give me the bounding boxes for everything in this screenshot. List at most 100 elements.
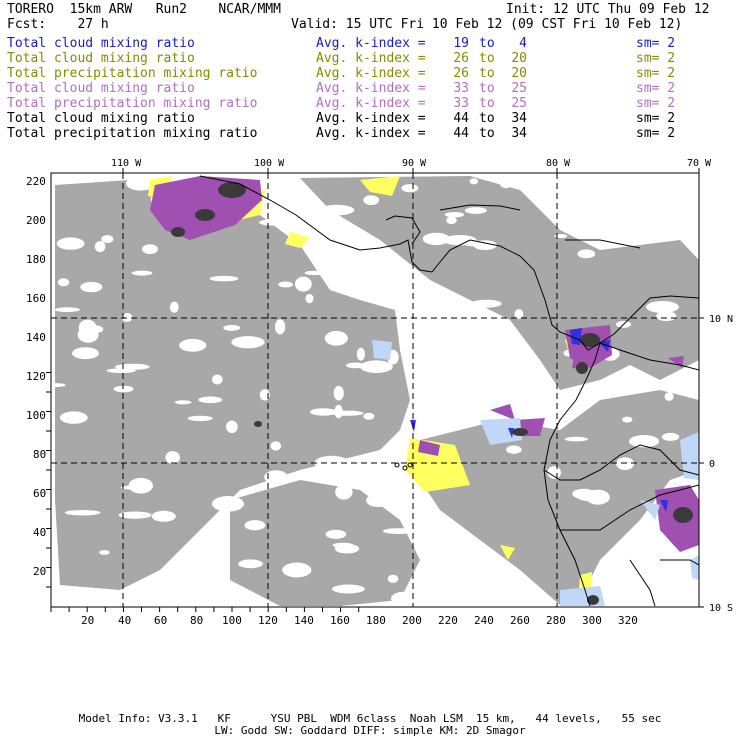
- clear-patch: [324, 330, 348, 346]
- clear-patch: [446, 216, 457, 225]
- clear-patch: [131, 270, 153, 276]
- legend-avg-label: Avg. k-index =: [316, 126, 426, 141]
- clear-patch: [399, 297, 430, 310]
- x-tick-label: 300: [582, 614, 602, 627]
- legend-avg-label: Avg. k-index =: [316, 96, 426, 111]
- clear-patch: [613, 573, 632, 589]
- clear-patch: [363, 412, 375, 420]
- model-title: TORERO 15km ARW Run2 NCAR/MMM: [7, 2, 281, 17]
- clear-patch: [99, 550, 110, 555]
- clear-patch: [153, 593, 175, 601]
- clear-patch: [363, 195, 380, 206]
- physics-info-line: LW: Godd SW: Goddard DIFF: simple KM: 2D…: [214, 724, 526, 737]
- clear-patch: [661, 432, 680, 441]
- clear-patch: [64, 510, 101, 516]
- clear-patch: [358, 469, 389, 485]
- legend-kindex-start: 33: [453, 81, 469, 96]
- lon-label: 100 W: [254, 158, 285, 169]
- clear-patch: [80, 281, 103, 293]
- legend-field-name: Total precipitation mixing ratio: [7, 66, 258, 81]
- clear-patch: [239, 600, 248, 605]
- y-tick-label: 220: [26, 175, 46, 188]
- y-tick-label: 200: [26, 214, 46, 227]
- clear-patch: [121, 313, 133, 322]
- y-tick-label: 20: [33, 565, 47, 578]
- legend-to: to: [479, 36, 495, 51]
- x-tick-label: 100: [222, 614, 242, 627]
- lon-label: 80 W: [546, 158, 571, 169]
- x-tick-label: 260: [510, 614, 530, 627]
- lon-label: 90 W: [402, 158, 427, 169]
- clear-patch: [346, 362, 365, 369]
- x-tick-label: 80: [190, 614, 204, 627]
- clear-patch: [51, 590, 71, 598]
- clear-patch: [264, 470, 288, 484]
- clear-patch: [516, 381, 531, 393]
- axis-ticks: [46, 168, 704, 612]
- clear-patch: [340, 240, 363, 249]
- clear-patch: [314, 473, 345, 479]
- legend-field-name: Total cloud mixing ratio: [7, 51, 195, 66]
- clear-patch: [54, 307, 80, 313]
- init-time: Init: 12 UTC Thu 09 Feb 12: [506, 2, 710, 17]
- clear-patch: [221, 580, 230, 589]
- y-tick-label: 140: [26, 331, 46, 344]
- clear-patch: [366, 493, 391, 507]
- x-tick-label: 200: [402, 614, 422, 627]
- clear-patch: [622, 416, 633, 423]
- clear-patch: [391, 591, 417, 606]
- clear-patch: [56, 237, 85, 250]
- clear-patch: [333, 385, 344, 401]
- clear-patch: [231, 336, 265, 349]
- clear-patch: [72, 347, 99, 360]
- clear-patch: [656, 311, 677, 322]
- clear-patch: [633, 537, 663, 550]
- clear-patch: [278, 281, 293, 288]
- x-tick-label: 160: [330, 614, 350, 627]
- legend-kindex-start: 44: [453, 126, 469, 141]
- valid-time: Valid: 15 UTC Fri 10 Feb 12 (09 CST Fri …: [291, 17, 683, 32]
- clear-patch: [334, 404, 343, 419]
- clear-patch: [94, 241, 106, 253]
- clear-patch: [554, 234, 568, 239]
- lon-label: 70 W: [687, 158, 712, 169]
- x-tick-label: 320: [618, 614, 638, 627]
- clear-patch: [422, 232, 450, 246]
- clear-patch: [305, 293, 314, 304]
- clear-patch: [201, 574, 217, 588]
- x-tick-label: 140: [294, 614, 314, 627]
- legend-kindex-end: 4: [519, 36, 527, 51]
- legend-field-name: Total cloud mixing ratio: [7, 81, 195, 96]
- clear-patch: [197, 550, 219, 558]
- legend-smoothing: sm= 2: [636, 66, 676, 81]
- clear-patch: [113, 385, 134, 393]
- legend-kindex-start: 26: [453, 66, 469, 81]
- clear-patch: [444, 343, 477, 350]
- legend-to: to: [479, 126, 495, 141]
- clear-patch: [470, 540, 485, 555]
- map-frame: [50, 172, 700, 608]
- clear-patch: [126, 176, 156, 191]
- cloud-field: [51, 173, 699, 607]
- clear-patch: [440, 338, 451, 345]
- legend-avg-label: Avg. k-index =: [316, 36, 426, 51]
- y-tick-label: 160: [26, 292, 46, 305]
- clear-patch: [118, 511, 152, 519]
- cloud-lightblue-areas: [372, 340, 699, 606]
- legend-kindex-end: 20: [511, 66, 527, 81]
- clear-patch: [514, 309, 524, 319]
- legend-avg-label: Avg. k-index =: [316, 81, 426, 96]
- x-tick-label: 40: [118, 614, 132, 627]
- clear-patch: [444, 212, 464, 218]
- legend-kindex-start: 26: [453, 51, 469, 66]
- clear-patch: [332, 542, 354, 548]
- clear-patch: [664, 392, 674, 401]
- y-tick-label: 80: [33, 448, 47, 461]
- clear-patch: [577, 249, 596, 259]
- clear-patch: [462, 383, 496, 397]
- clear-patch: [438, 354, 460, 369]
- x-tick-label: 240: [474, 614, 494, 627]
- clear-patch: [360, 360, 393, 374]
- clear-patch: [57, 278, 70, 287]
